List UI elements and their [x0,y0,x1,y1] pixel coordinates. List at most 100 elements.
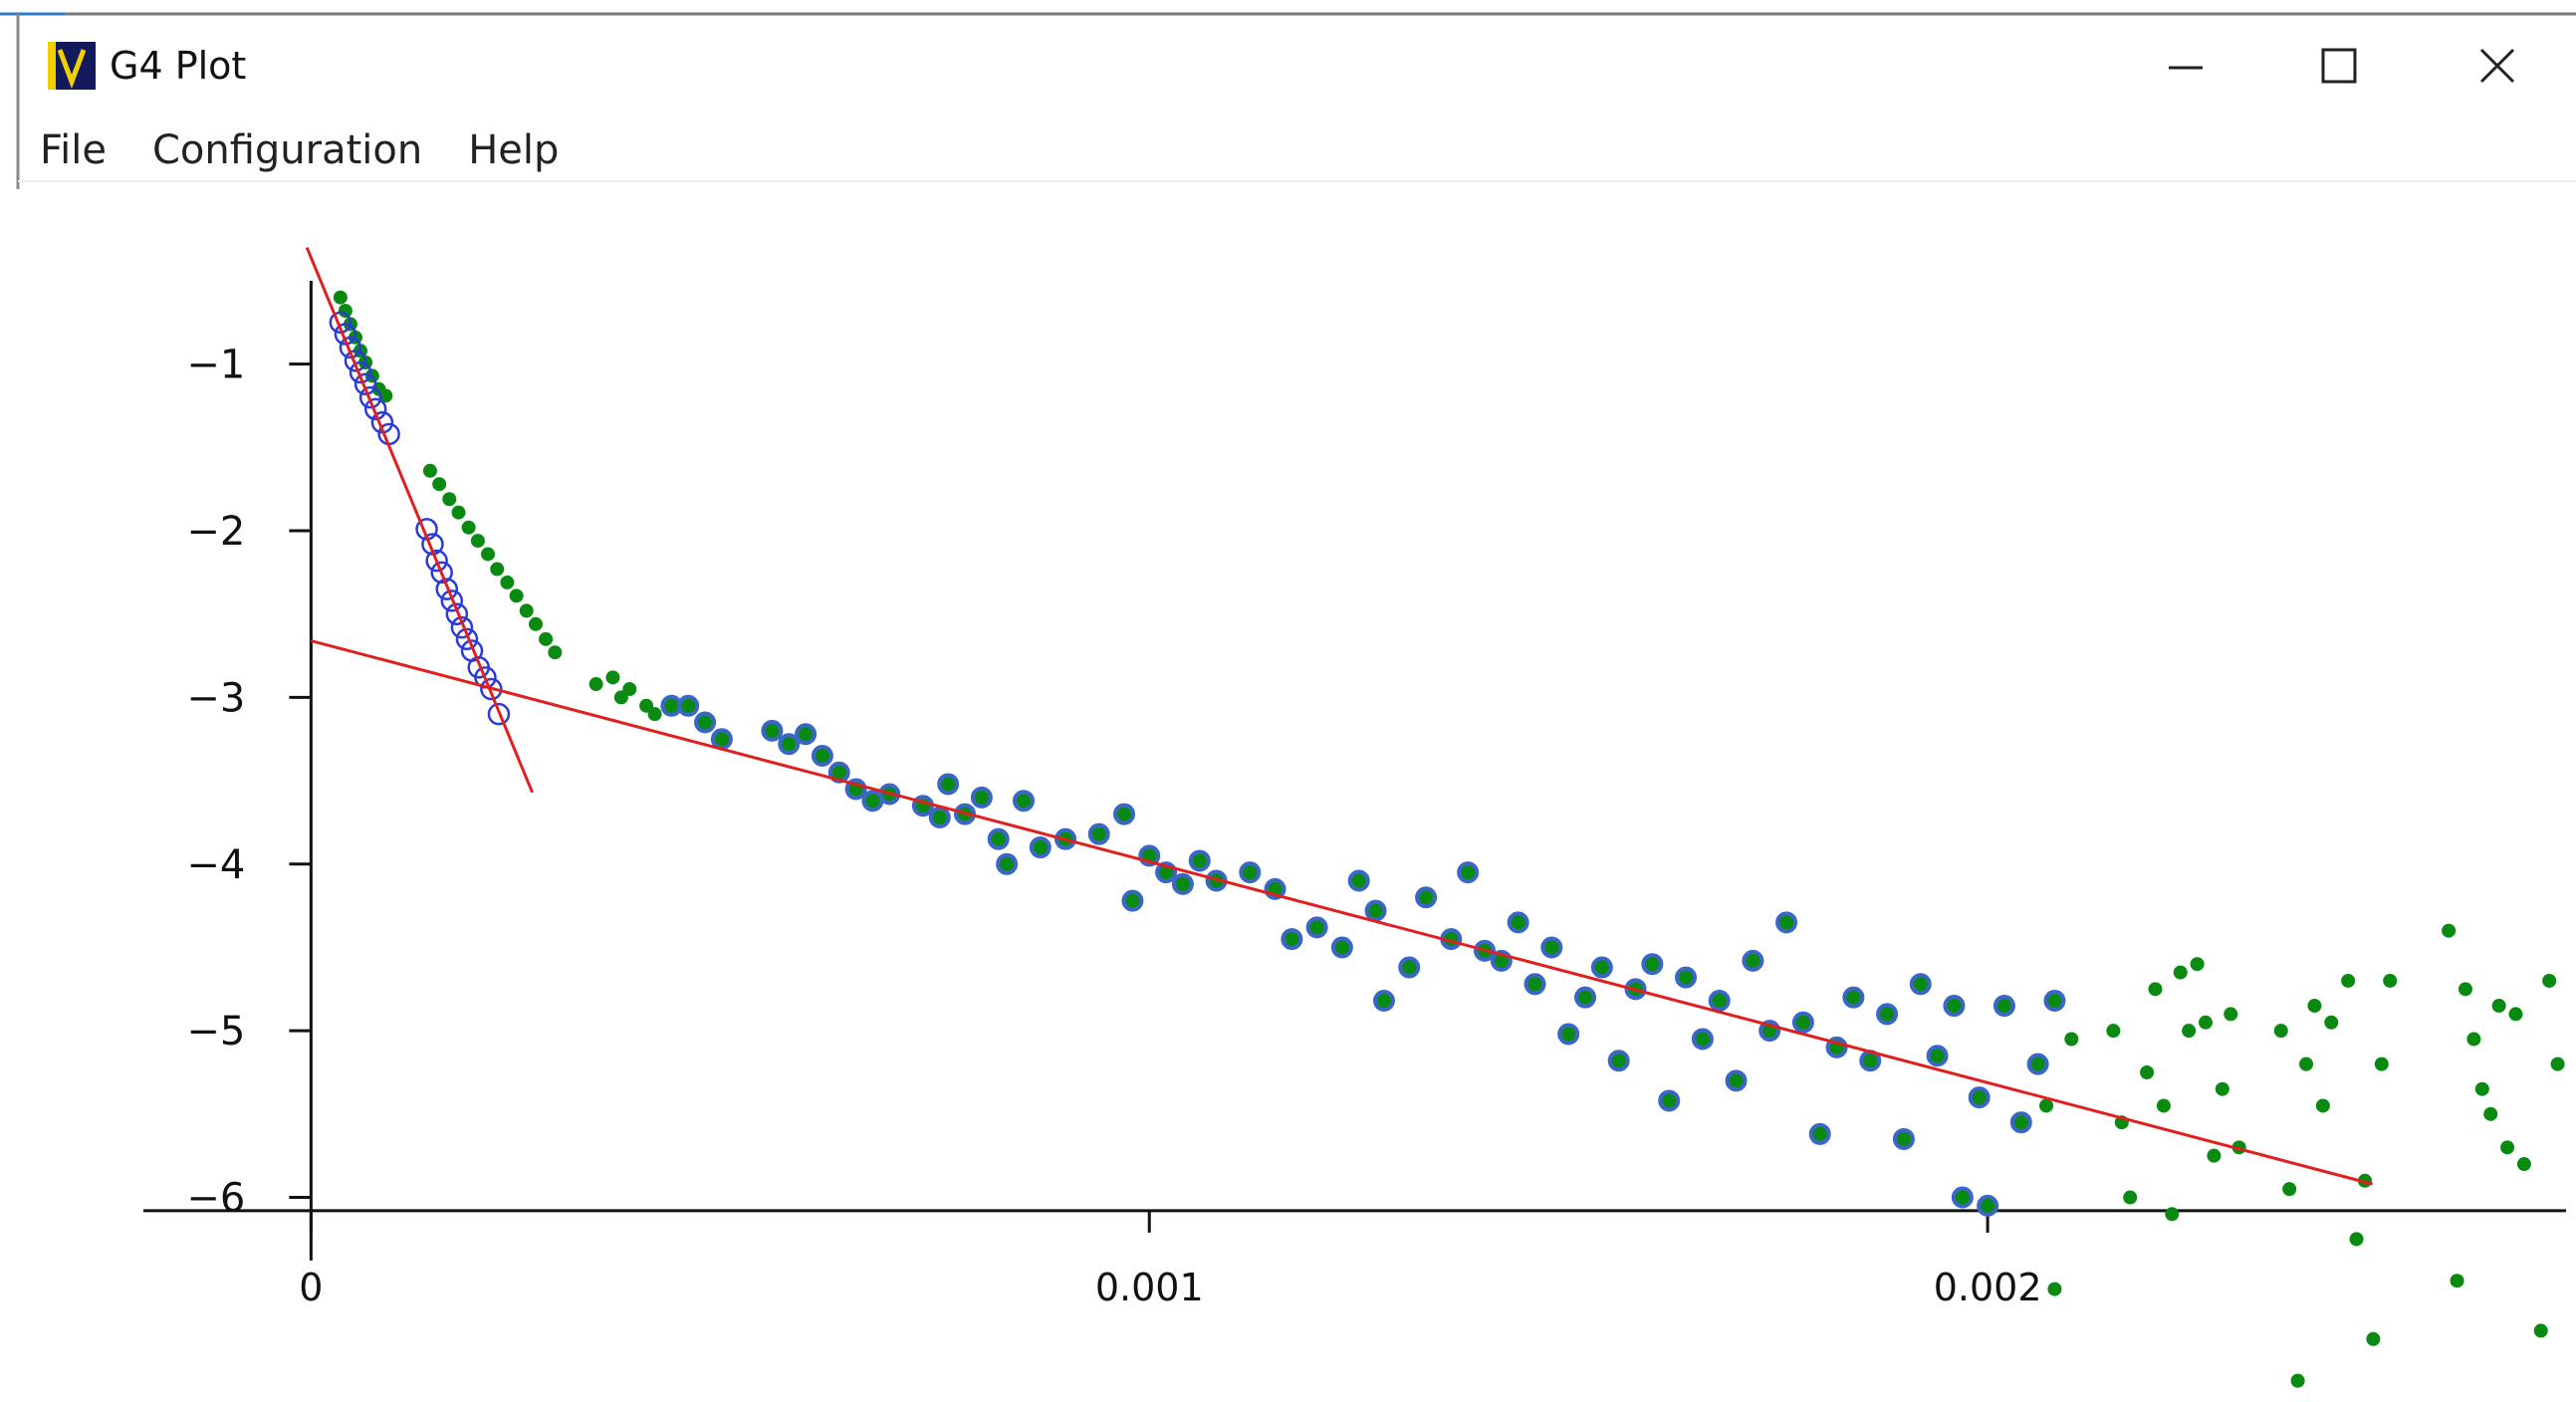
data-point [2374,1056,2389,1071]
fit-point [1239,861,1262,884]
data-point [490,562,505,577]
selected-point [487,702,511,726]
data-point [2106,1024,2121,1039]
fit-point [1691,1028,1714,1051]
fit-point [1725,1069,1748,1092]
data-point [2064,1032,2079,1047]
fit-point [1909,973,1932,996]
selected-point [339,336,362,359]
data-point [500,575,515,589]
close-button[interactable] [2479,48,2515,84]
data-point [2282,1182,2297,1197]
data-point [2500,1140,2515,1155]
fit-point [1540,936,1563,959]
data-point [2198,1015,2213,1030]
selected-point [358,385,382,409]
fit-point [761,719,784,742]
data-point [519,603,534,618]
fit-point [778,733,801,756]
fit-point [1012,790,1035,813]
data-point [2508,1007,2523,1022]
selected-point [435,578,459,600]
data-point [432,477,447,492]
data-point [509,588,524,603]
menu-item[interactable]: File [40,127,107,173]
selected-point [329,311,352,335]
data-point [2039,1098,2054,1113]
app-icon-stripe [48,42,56,90]
fit-point [1574,986,1597,1009]
y-tick-label: −4 [186,842,245,888]
data-point [528,616,543,631]
fit-point [2043,990,2066,1013]
data-point [2140,1065,2155,1079]
fit-point [2026,1052,2049,1075]
fit-point [1457,861,1480,884]
data-point [2047,1282,2062,1296]
fit-point [795,723,818,746]
fit-point [1557,1023,1580,1046]
title-bar [0,12,2576,189]
fit-point [1607,1050,1630,1072]
fit-point [1590,956,1613,979]
data-point [548,645,563,660]
data-point [2190,957,2205,972]
data-point [461,520,476,535]
data-point [2349,1232,2364,1247]
fit-point [1791,1011,1814,1034]
data-point [378,388,393,403]
x-tick-label: 0 [299,1266,323,1309]
fit-point [1305,916,1328,939]
fit-point [677,694,700,717]
fit-point [1892,1127,1915,1150]
fit-point [1641,953,1664,976]
fit-point [1951,1186,1974,1209]
fit-point [928,806,951,828]
fit-point [1372,990,1395,1013]
fit-point [1775,911,1798,934]
data-point [2466,1032,2481,1047]
fit-point [1281,928,1303,951]
data-point [442,492,457,507]
fit-point [1507,911,1529,934]
data-point [2442,923,2457,938]
fit-point [811,745,833,767]
data-point [2483,1106,2498,1121]
fit-point [1876,1003,1899,1026]
menu-item[interactable]: Configuration [151,127,423,173]
maximize-button[interactable] [2321,48,2357,84]
fit-point [1742,949,1764,972]
data-point [2450,1274,2464,1288]
data-point [2383,973,2398,988]
fit-point [1112,803,1135,825]
selected-point [440,589,464,612]
fit-point [1808,1122,1831,1145]
data-point [588,677,603,692]
data-point [338,304,352,319]
fit-point [937,773,960,796]
fit-point [1523,973,1546,996]
data-point [2542,973,2557,988]
selected-point [349,360,372,384]
fit-line [310,639,2373,1186]
fit-point [1364,899,1387,922]
fit-point [1188,849,1211,872]
selected-point [353,372,377,396]
y-tick-label: −2 [186,509,245,555]
data-point [2273,1024,2288,1039]
data-point [2165,1207,2180,1222]
data-point [2550,1056,2565,1071]
data-point [2315,1098,2330,1113]
fit-point [996,852,1019,875]
data-point [2341,973,2356,988]
data-point [2491,999,2506,1014]
window-title: G4 Plot [110,44,247,88]
data-point [2215,1081,2229,1096]
y-tick-label: −1 [186,343,245,388]
fit-point [1330,936,1353,959]
fit-point [1992,995,2015,1018]
selected-point [445,602,469,625]
menu-item[interactable]: Help [468,127,560,173]
fit-point [1029,836,1052,859]
fit-point [1708,990,1731,1013]
